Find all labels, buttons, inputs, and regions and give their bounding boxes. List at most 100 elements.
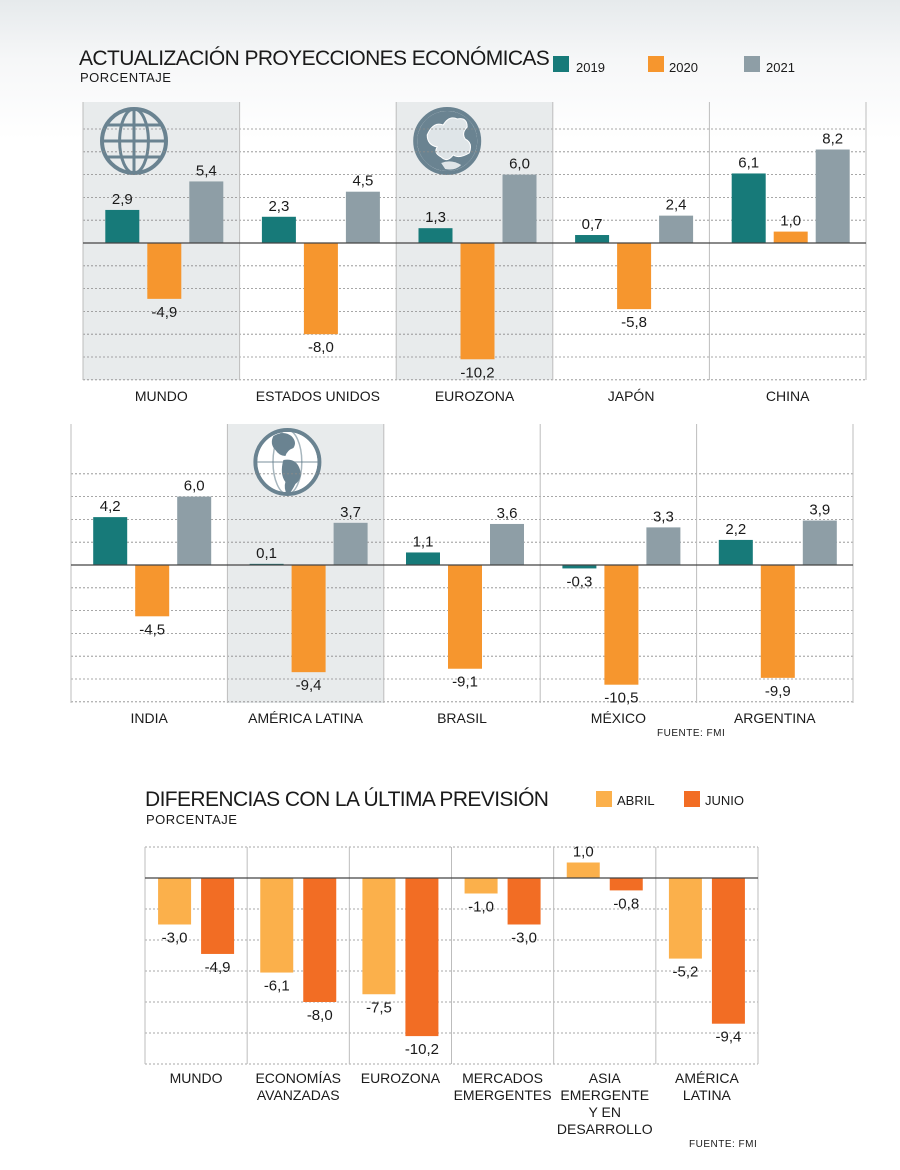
bar-eurozona-2019 xyxy=(418,228,453,243)
chart1-labels: 4,2 -4,5 6,0 INDIA 0,1 -9,4 3,7 AMÉRICA LATINA 1… xyxy=(100,478,830,726)
chart1-source: FUENTE: FMI xyxy=(657,728,725,739)
chart2-title: DIFERENCIAS CON LA ÚLTIMA PREVISIÓN xyxy=(145,788,548,811)
value-label-eurozona-2019: 1,3 xyxy=(425,209,446,226)
legend-swatch-abril xyxy=(596,791,612,807)
bar-eurozona-junio xyxy=(405,878,439,1037)
europe-globe-icon-landmass xyxy=(426,117,472,161)
chart2-bars xyxy=(145,862,758,1037)
value-label-mexico-2020: -10,5 xyxy=(604,690,638,707)
bar-japon-2019 xyxy=(575,235,610,243)
value-label-japon-2020: -5,8 xyxy=(621,314,647,331)
bar-america-latina-abril xyxy=(668,878,702,959)
legend-swatch-2019 xyxy=(553,56,569,72)
value-label-japon-2019: 0,7 xyxy=(582,216,603,233)
chart1-subtitle: PORCENTAJE xyxy=(80,70,171,85)
category-label-japon: JAPÓN xyxy=(608,388,655,404)
bar-china-2020 xyxy=(773,231,808,243)
europe-globe-icon xyxy=(413,107,482,175)
value-label-asia-emergente-y-en-desarrollo-junio: -0,8 xyxy=(613,895,639,912)
category-label-brasil: BRASIL xyxy=(437,710,487,726)
value-label-mexico-2019: -0,3 xyxy=(566,573,592,590)
bar-eurozona-2021 xyxy=(502,174,537,243)
bar-china-2019 xyxy=(731,173,766,243)
legend-label-2020: 2020 xyxy=(669,60,698,75)
chart0-labels: 2,9 -4,9 5,4 MUNDO 2,3 -8,0 4,5 ESTADOS UNIDOS 1… xyxy=(112,131,843,404)
bar-mexico-2020 xyxy=(604,565,639,685)
bar-asia-emergente-y-en-desarrollo-abril xyxy=(566,862,600,878)
bar-argentina-2020 xyxy=(760,565,795,678)
category-label-america-latina: AMÉRICA LATINA xyxy=(248,710,364,726)
value-label-china-2021: 8,2 xyxy=(822,131,843,148)
category-label-mercados-emergentes-line-0: MERCADOS xyxy=(462,1070,543,1086)
value-label-america-latina-2020: -9,4 xyxy=(296,677,322,694)
bar-estados-unidos-2020 xyxy=(303,243,338,335)
value-label-brasil-2020: -9,1 xyxy=(452,674,478,691)
legend-label-junio: JUNIO xyxy=(705,793,744,808)
category-label-mundo: MUNDO xyxy=(170,1070,223,1086)
bar-india-2021 xyxy=(177,496,212,565)
category-label-asia-emergente-y-en-desarrollo-line-1: EMERGENTE xyxy=(560,1087,649,1103)
category-label-economias-avanzadas-line-1: AVANZADAS xyxy=(257,1087,340,1103)
bar-eurozona-2020 xyxy=(460,243,495,360)
category-label-eurozona: EUROZONA xyxy=(361,1070,441,1086)
legend-label-2021: 2021 xyxy=(766,60,795,75)
bar-japon-2021 xyxy=(659,215,694,243)
americas-globe-icon-south-america xyxy=(281,459,301,496)
value-label-india-2020: -4,5 xyxy=(139,621,165,638)
value-label-argentina-2020: -9,9 xyxy=(765,683,791,700)
europe-globe-icon-landmass-south xyxy=(441,161,462,170)
category-label-mercados-emergentes-line-1: EMERGENTES xyxy=(454,1087,552,1103)
globe-icon xyxy=(100,107,168,175)
value-label-eurozona-junio: -10,2 xyxy=(405,1041,439,1058)
category-label-mundo: MUNDO xyxy=(135,388,188,404)
bar-argentina-2021 xyxy=(802,520,837,565)
value-label-mercados-emergentes-abril: -1,0 xyxy=(468,899,494,916)
value-label-america-latina-2021: 3,7 xyxy=(340,504,361,521)
category-label-america-latina-line-0: AMÉRICA xyxy=(675,1070,739,1086)
value-label-mundo-2019: 2,9 xyxy=(112,191,133,208)
bar-america-latina-2021 xyxy=(333,522,368,565)
bar-eurozona-abril xyxy=(362,878,396,995)
value-label-estados-unidos-2020: -8,0 xyxy=(308,339,334,356)
value-label-brasil-2019: 1,1 xyxy=(413,533,434,550)
value-label-india-2019: 4,2 xyxy=(100,498,121,515)
category-label-argentina: ARGENTINA xyxy=(734,710,816,726)
chart-proyecciones-bottom: 4,2 -4,5 6,0 INDIA 0,1 -9,4 3,7 AMÉRICA LATINA 1… xyxy=(70,424,854,726)
value-label-india-2021: 6,0 xyxy=(184,478,205,495)
bar-brasil-2019 xyxy=(406,552,440,565)
category-label-economias-avanzadas-line-0: ECONOMÍAS xyxy=(255,1070,341,1086)
legend-label-2019: 2019 xyxy=(576,60,605,75)
value-label-eurozona-abril: -7,5 xyxy=(366,999,392,1016)
bar-mundo-abril xyxy=(158,878,192,925)
category-label-america-latina-line-1: LATINA xyxy=(683,1087,732,1103)
chart2-legend: ABRIL JUNIO xyxy=(596,791,744,808)
bar-japon-2020 xyxy=(617,243,652,310)
value-label-estados-unidos-2019: 2,3 xyxy=(268,198,289,215)
category-label-eurozona: EUROZONA xyxy=(435,388,515,404)
value-label-mundo-junio: -4,9 xyxy=(205,959,231,976)
value-label-eurozona-2020: -10,2 xyxy=(460,364,494,381)
legend-label-abril: ABRIL xyxy=(617,793,655,808)
category-label-asia-emergente-y-en-desarrollo-line-3: DESARROLLO xyxy=(557,1121,653,1137)
bar-brasil-2021 xyxy=(490,523,524,565)
value-label-japon-2021: 2,4 xyxy=(666,197,687,214)
value-label-america-latina-2019: 0,1 xyxy=(256,545,277,562)
bar-mercados-emergentes-junio xyxy=(507,878,541,925)
chart-proyecciones-top: 2,9 -4,9 5,4 MUNDO 2,3 -8,0 4,5 ESTADOS UNIDOS 1… xyxy=(82,102,867,404)
bar-estados-unidos-2021 xyxy=(345,191,380,243)
value-label-eurozona-2021: 6,0 xyxy=(509,156,530,173)
chart2-gridlines xyxy=(144,846,759,1065)
value-label-china-2020: 1,0 xyxy=(780,213,801,230)
legend-swatch-2020 xyxy=(648,56,664,72)
bar-mundo-2019 xyxy=(105,209,140,243)
value-label-asia-emergente-y-en-desarrollo-abril: 1,0 xyxy=(573,844,594,861)
value-label-mundo-2020: -4,9 xyxy=(151,304,177,321)
value-label-mundo-abril: -3,0 xyxy=(162,930,188,947)
value-label-brasil-2021: 3,6 xyxy=(497,505,518,522)
bar-brasil-2020 xyxy=(448,565,482,669)
bar-india-2020 xyxy=(135,565,170,617)
category-label-india: INDIA xyxy=(131,710,169,726)
